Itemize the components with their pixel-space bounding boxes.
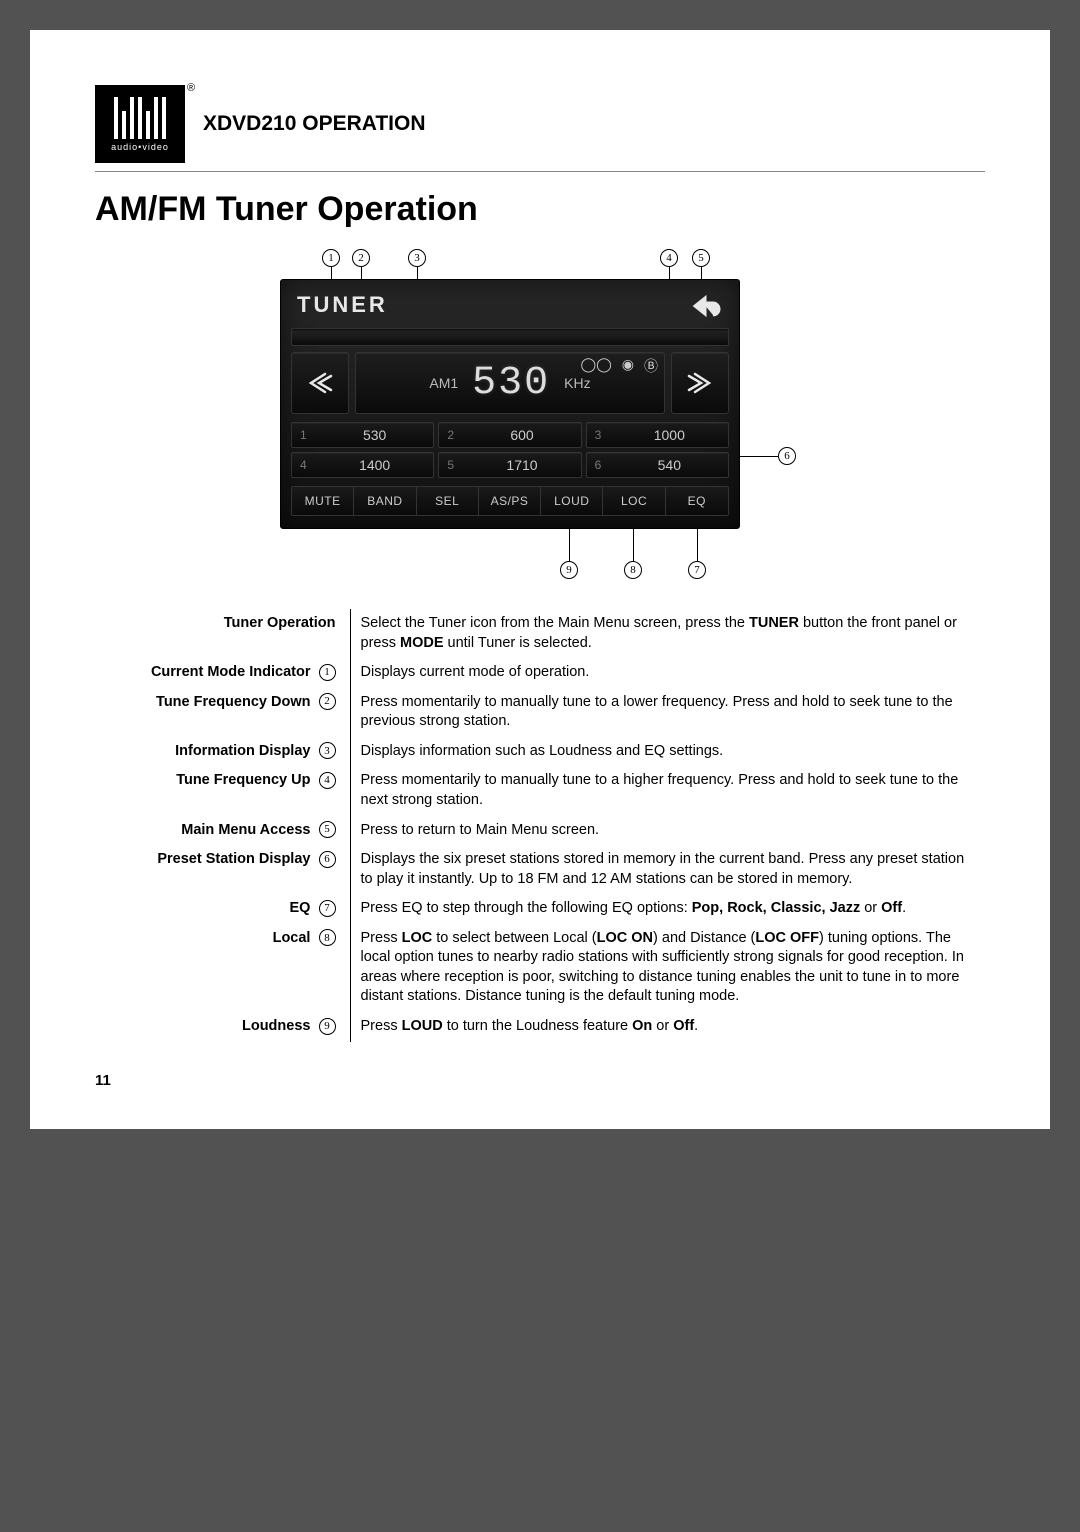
header-title: XDVD210 OPERATION bbox=[203, 112, 426, 136]
callout-5: 5 bbox=[692, 249, 710, 267]
description-text: Press to return to Main Menu screen. bbox=[350, 816, 985, 846]
preset-button[interactable]: 31000 bbox=[586, 422, 729, 448]
description-label: EQ 7 bbox=[95, 894, 350, 924]
description-text: Press momentarily to manually tune to a … bbox=[350, 766, 985, 815]
model-number: XDVD210 bbox=[203, 112, 296, 135]
description-text: Select the Tuner icon from the Main Menu… bbox=[350, 609, 985, 658]
registered-mark: ® bbox=[187, 82, 195, 94]
mute-button[interactable]: MUTE bbox=[292, 487, 354, 515]
callout-ref: 5 bbox=[319, 821, 336, 838]
description-text: Displays current mode of operation. bbox=[350, 658, 985, 688]
page-number: 11 bbox=[95, 1072, 985, 1089]
description-label: Loudness 9 bbox=[95, 1012, 350, 1042]
callout-1: 1 bbox=[322, 249, 340, 267]
preset-button[interactable]: 6540 bbox=[586, 452, 729, 478]
callout-3: 3 bbox=[408, 249, 426, 267]
logo-subtext: audio•video bbox=[111, 142, 169, 152]
preset-button[interactable]: 51710 bbox=[438, 452, 581, 478]
brand-logo: audio•video bbox=[95, 85, 185, 163]
preset-button[interactable]: 41400 bbox=[291, 452, 434, 478]
description-text: Displays the six preset stations stored … bbox=[350, 845, 985, 894]
loc-button[interactable]: LOC bbox=[603, 487, 665, 515]
mode-indicator: TUNER bbox=[297, 292, 388, 318]
callout-4: 4 bbox=[660, 249, 678, 267]
callout-7: 7 bbox=[688, 561, 706, 579]
description-text: Press EQ to step through the following E… bbox=[350, 894, 985, 924]
callout-9: 9 bbox=[560, 561, 578, 579]
b-icon: Ⓑ bbox=[644, 356, 658, 376]
description-text: Displays information such as Loudness an… bbox=[350, 737, 985, 767]
sel-button[interactable]: SEL bbox=[417, 487, 479, 515]
preset-button[interactable]: 2600 bbox=[438, 422, 581, 448]
callout-8: 8 bbox=[624, 561, 642, 579]
description-table: Tuner OperationSelect the Tuner icon fro… bbox=[95, 609, 985, 1042]
callout-6: 6 bbox=[778, 447, 796, 465]
description-label: Information Display 3 bbox=[95, 737, 350, 767]
callout-ref: 3 bbox=[319, 742, 336, 759]
callout-ref: 7 bbox=[319, 900, 336, 917]
band-button[interactable]: BAND bbox=[354, 487, 416, 515]
description-label: Local 8 bbox=[95, 924, 350, 1012]
frequency-value: 530 bbox=[472, 361, 550, 406]
tuner-toolbar: MUTE BAND SEL AS/PS LOUD LOC EQ bbox=[291, 486, 729, 516]
callout-ref: 8 bbox=[319, 929, 336, 946]
target-icon: ◉ bbox=[622, 356, 634, 376]
description-text: Press momentarily to manually tune to a … bbox=[350, 688, 985, 737]
description-label: Current Mode Indicator 1 bbox=[95, 658, 350, 688]
frequency-display: ◯◯ ◉ Ⓑ AM1 530 KHz bbox=[355, 352, 665, 414]
stereo-icon: ◯◯ bbox=[580, 356, 611, 376]
information-display bbox=[291, 328, 729, 346]
page-header: audio•video ® XDVD210 OPERATION bbox=[95, 85, 985, 172]
tuner-panel: TUNER ◯◯ ◉ Ⓑ AM1 530 KHz bbox=[280, 279, 740, 529]
preset-button[interactable]: 1530 bbox=[291, 422, 434, 448]
description-text: Press LOUD to turn the Loudness feature … bbox=[350, 1012, 985, 1042]
asps-button[interactable]: AS/PS bbox=[479, 487, 541, 515]
preset-grid: 1530 2600 31000 41400 51710 6540 bbox=[291, 422, 729, 478]
section-title: AM/FM Tuner Operation bbox=[95, 190, 985, 229]
callout-ref: 6 bbox=[319, 851, 336, 868]
manual-page: audio•video ® XDVD210 OPERATION AM/FM Tu… bbox=[30, 30, 1050, 1129]
tuner-diagram: 1 2 3 4 5 6 9 8 7 TUNER bbox=[280, 249, 800, 579]
description-label: Preset Station Display 6 bbox=[95, 845, 350, 894]
callout-ref: 9 bbox=[319, 1018, 336, 1035]
description-label: Tune Frequency Up 4 bbox=[95, 766, 350, 815]
callout-ref: 4 bbox=[319, 772, 336, 789]
description-label: Tuner Operation bbox=[95, 609, 350, 658]
description-label: Main Menu Access 5 bbox=[95, 816, 350, 846]
description-text: Press LOC to select between Local (LOC O… bbox=[350, 924, 985, 1012]
description-label: Tune Frequency Down 2 bbox=[95, 688, 350, 737]
eq-button[interactable]: EQ bbox=[666, 487, 728, 515]
callout-ref: 1 bbox=[319, 664, 336, 681]
tune-down-button[interactable] bbox=[291, 352, 349, 414]
callout-ref: 2 bbox=[319, 693, 336, 710]
band-label: AM1 bbox=[429, 375, 458, 391]
frequency-unit: KHz bbox=[564, 375, 590, 391]
loud-button[interactable]: LOUD bbox=[541, 487, 603, 515]
callout-2: 2 bbox=[352, 249, 370, 267]
tune-up-button[interactable] bbox=[671, 352, 729, 414]
operation-word: OPERATION bbox=[302, 112, 425, 135]
back-icon[interactable] bbox=[689, 292, 723, 318]
